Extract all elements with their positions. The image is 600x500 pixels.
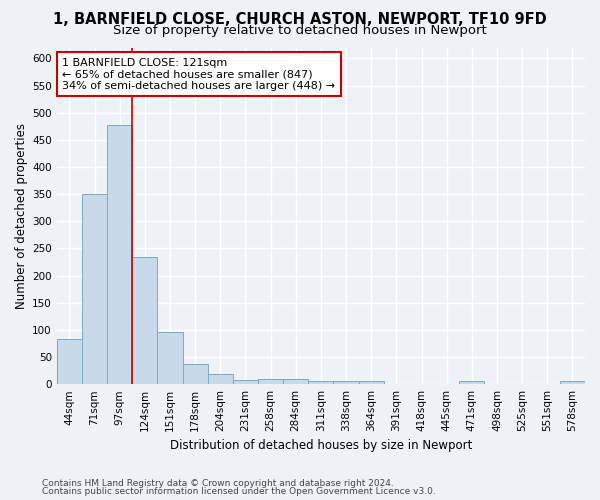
Text: Contains public sector information licensed under the Open Government Licence v3: Contains public sector information licen… (42, 487, 436, 496)
Bar (258, 380, 283, 384)
Text: Size of property relative to detached houses in Newport: Size of property relative to detached ho… (113, 24, 487, 37)
Bar (359, 381, 384, 384)
Bar (233, 380, 258, 384)
Bar (157, 332, 182, 384)
Text: 1, BARNFIELD CLOSE, CHURCH ASTON, NEWPORT, TF10 9FD: 1, BARNFIELD CLOSE, CHURCH ASTON, NEWPOR… (53, 12, 547, 28)
Text: 1 BARNFIELD CLOSE: 121sqm
← 65% of detached houses are smaller (847)
34% of semi: 1 BARNFIELD CLOSE: 121sqm ← 65% of detac… (62, 58, 335, 91)
Bar (308, 382, 334, 384)
Bar (283, 380, 308, 384)
Y-axis label: Number of detached properties: Number of detached properties (15, 123, 28, 309)
Bar (132, 256, 157, 384)
Bar (560, 381, 585, 384)
X-axis label: Distribution of detached houses by size in Newport: Distribution of detached houses by size … (170, 440, 472, 452)
Bar (57, 339, 82, 384)
Bar (208, 374, 233, 384)
Bar (82, 194, 107, 384)
Text: Contains HM Land Registry data © Crown copyright and database right 2024.: Contains HM Land Registry data © Crown c… (42, 478, 394, 488)
Bar (459, 381, 484, 384)
Bar (182, 364, 208, 384)
Bar (334, 382, 359, 384)
Bar (107, 124, 132, 384)
